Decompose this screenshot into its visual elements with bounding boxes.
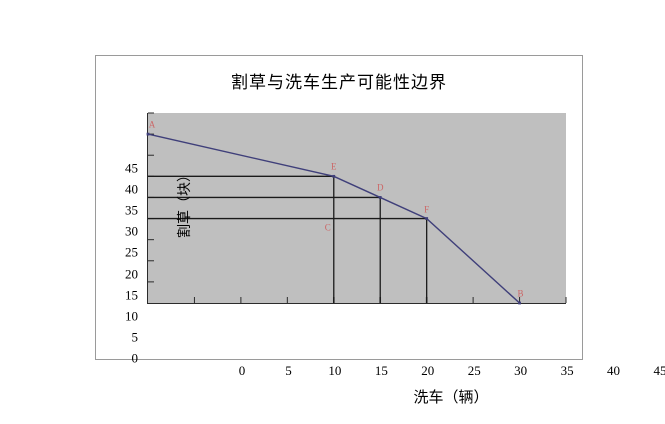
y-axis-title: 割草（块）	[177, 168, 193, 238]
x-tick-label: 5	[285, 363, 292, 378]
plot-svg	[146, 112, 567, 305]
x-tick-label: 30	[514, 363, 528, 378]
point-label-f: F	[424, 204, 430, 215]
y-tick-label: 5	[131, 329, 139, 345]
x-tick-label: 45	[653, 363, 665, 378]
data-point-markers	[146, 132, 521, 305]
plot-area	[146, 112, 567, 305]
x-tick-label: 10	[328, 363, 342, 378]
point-label-c: C	[324, 222, 331, 233]
point-label-e: E	[331, 161, 337, 172]
y-axis-tick-labels: 0 5 10 15 20 25 30 35 40 45	[104, 162, 139, 365]
y-tick-label: 40	[125, 181, 138, 197]
x-tick-label: 15	[374, 363, 388, 378]
y-tick-label: 15	[125, 287, 138, 303]
x-tick-label: 35	[560, 363, 574, 378]
y-tick-label: 25	[125, 244, 138, 260]
x-tick-label: 25	[467, 363, 481, 378]
x-tick-label: 40	[607, 363, 621, 378]
x-axis-tick-labels: 0 5 10 15 20 25 30 35 40 45	[239, 363, 665, 382]
y-tick-label: 10	[125, 308, 138, 324]
y-tick-label: 0	[131, 350, 139, 366]
axis-tick-marks	[148, 112, 567, 303]
y-tick-label: 20	[125, 266, 138, 282]
y-tick-label: 35	[125, 202, 138, 218]
y-tick-label: 30	[125, 223, 138, 239]
point-label-d: D	[376, 182, 384, 193]
y-tick-label: 45	[125, 160, 138, 176]
x-axis-title: 洗车（辆）	[413, 388, 489, 406]
chart-frame: 割草与洗车生产可能性边界 0 5 10 15 20 25 30 35 40 45 0 5 10 15 20…	[95, 55, 665, 406]
point-label-a: A	[148, 119, 156, 130]
x-tick-label: 0	[238, 363, 246, 378]
chart-title: 割草与洗车生产可能性边界	[231, 73, 447, 93]
point-label-b: B	[517, 288, 524, 299]
x-tick-label: 20	[421, 363, 435, 378]
guide-lines	[148, 175, 428, 303]
